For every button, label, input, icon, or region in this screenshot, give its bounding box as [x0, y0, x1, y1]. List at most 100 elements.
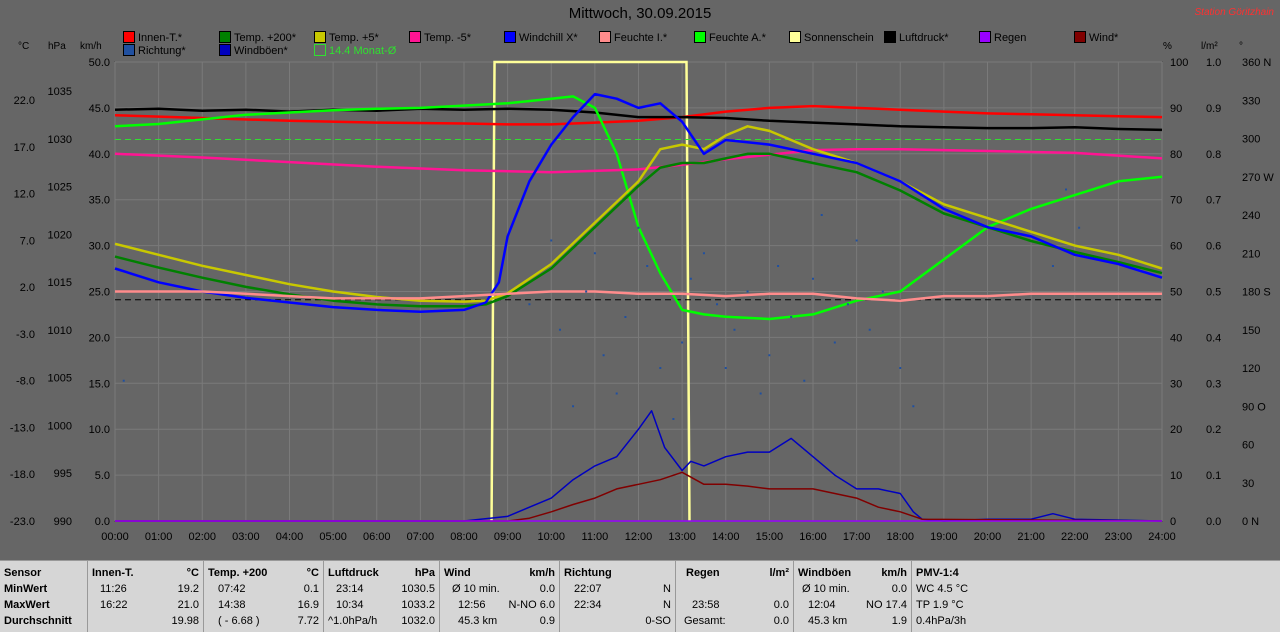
- direction-point: [593, 252, 596, 255]
- direction-point: [702, 252, 705, 255]
- rain-tick-label: 0.3: [1206, 378, 1221, 390]
- x-tick-label: 14:00: [712, 531, 740, 543]
- stats-windboeen-max-time: 12:04: [808, 599, 836, 611]
- stats-wind-max-time: 12:56: [458, 599, 486, 611]
- stats-pmv: PMV-1:4 WC 4.5 °C TP 1.9 °C 0.4hPa/3h: [912, 561, 1280, 632]
- stats-luftdruck-min-value: 1030.5: [401, 583, 435, 595]
- direction-point: [724, 367, 727, 369]
- stats-innen: Innen-T. °C 11:26 19.2 16:22 21.0 19.98: [88, 561, 204, 632]
- legend-label: Windchill X*: [519, 32, 578, 44]
- direction-point: [602, 354, 605, 357]
- stats-wind-title: Wind: [444, 567, 471, 579]
- direction-point: [122, 379, 125, 382]
- legend-label: Regen: [994, 32, 1027, 44]
- x-tick-label: 18:00: [886, 531, 914, 543]
- legend-label: Richtung*: [138, 45, 186, 57]
- stats-innen-min-time: 11:26: [100, 583, 127, 595]
- pressure-tick-label: 1005: [48, 373, 72, 385]
- stats-innen-title: Innen-T.: [92, 567, 134, 579]
- unit-degree: °: [1239, 41, 1243, 52]
- direction-point: [881, 290, 884, 293]
- legend-label: Feuchte I.*: [614, 32, 668, 44]
- wind-tick-label: 50.0: [89, 57, 110, 69]
- x-tick-label: 13:00: [668, 531, 696, 543]
- stats-luftdruck: Luftdruck hPa 23:14 1030.5 10:34 1033.2 ^1.…: [324, 561, 440, 632]
- direction-point: [572, 405, 575, 408]
- temp-tick-label: 22.0: [14, 95, 35, 107]
- x-tick-label: 24:00: [1148, 531, 1176, 543]
- station-name: Station Göritzhain: [1194, 7, 1275, 18]
- direction-point: [528, 303, 531, 306]
- legend-item-12: Windböen*: [219, 44, 288, 57]
- direction-point: [803, 379, 806, 382]
- temp-tick-label: -8.0: [16, 376, 35, 388]
- direction-tick-label: 270 W: [1242, 172, 1274, 184]
- stats-temp200-avg-value: 7.72: [297, 615, 319, 627]
- stats-luftdruck-max-value: 1033.2: [401, 599, 435, 611]
- legend-item-1: Temp. +200*: [219, 31, 296, 44]
- wind-tick-label: 30.0: [89, 241, 110, 253]
- stats-innen-unit: °C: [186, 567, 199, 579]
- x-tick-label: 09:00: [494, 531, 522, 543]
- x-tick-label: 17:00: [843, 531, 871, 543]
- stats-luftdruck-max-time: 10:34: [336, 599, 364, 611]
- x-tick-label: 06:00: [363, 531, 391, 543]
- stats-richtung-max-value: N: [663, 599, 671, 611]
- direction-point: [1078, 226, 1081, 229]
- stats-windboeen-avg-value: 1.9: [891, 615, 907, 627]
- direction-tick-label: 210: [1242, 248, 1260, 260]
- stats-windboeen: Windböen km/h Ø 10 min. 0.0 12:04 NO 17.4 4…: [794, 561, 912, 632]
- direction-point: [646, 265, 649, 267]
- stats-luftdruck-min-time: 23:14: [336, 583, 364, 595]
- direction-point: [846, 303, 849, 306]
- unit-lm2: l/m²: [1201, 41, 1218, 52]
- direction-point: [759, 392, 762, 395]
- stats-regen-title: Regen: [686, 567, 720, 579]
- legend-swatch: [979, 31, 991, 43]
- x-tick-label: 20:00: [974, 531, 1002, 543]
- stats-windboeen-title: Windböen: [798, 567, 852, 579]
- rain-tick-label: 0.2: [1206, 424, 1221, 436]
- direction-point: [1051, 265, 1054, 267]
- x-tick-label: 21:00: [1017, 531, 1045, 543]
- stats-temp200-trend: ( - 6.68 ): [218, 615, 260, 627]
- humidity-tick-label: 40: [1170, 332, 1182, 344]
- unit-percent: %: [1163, 41, 1172, 52]
- temp-tick-label: 12.0: [14, 189, 35, 201]
- humidity-tick-label: 100: [1170, 57, 1188, 69]
- stats-temp200-unit: °C: [306, 567, 319, 579]
- stats-luftdruck-unit: hPa: [414, 567, 435, 579]
- legend-swatch: [884, 31, 896, 43]
- direction-point: [672, 418, 675, 420]
- x-tick-label: 08:00: [450, 531, 478, 543]
- x-tick-label: 04:00: [276, 531, 304, 543]
- legend-item-13: 14.4 Monat-Ø: [314, 44, 396, 57]
- legend-swatch: [219, 31, 231, 43]
- pressure-tick-label: 1000: [48, 420, 72, 432]
- wind-tick-label: 25.0: [89, 287, 110, 299]
- rain-tick-label: 0.1: [1206, 470, 1221, 482]
- legend-item-2: Temp. +5*: [314, 31, 379, 44]
- direction-point: [659, 367, 662, 369]
- stats-pmv-pressure-trend: 0.4hPa/3h: [916, 615, 967, 627]
- humidity-tick-label: 70: [1170, 195, 1182, 207]
- pressure-tick-label: 990: [54, 516, 72, 528]
- direction-point: [912, 405, 915, 408]
- rain-tick-label: 0.0: [1206, 516, 1221, 528]
- stats-luftdruck-avg-value: 1032.0: [401, 615, 435, 627]
- stats-windboeen-max-value: NO 17.4: [866, 599, 907, 611]
- direction-point: [681, 341, 684, 344]
- wind-tick-label: 35.0: [89, 195, 110, 207]
- legend-swatch: [789, 31, 801, 43]
- x-tick-label: 05:00: [319, 531, 347, 543]
- rain-tick-label: 0.4: [1206, 332, 1221, 344]
- direction-tick-label: 180 S: [1242, 287, 1271, 299]
- stats-windboeen-min-value: 0.0: [891, 583, 907, 595]
- legend-label: Temp. +200*: [234, 32, 297, 44]
- series-line-7: [115, 290, 1162, 302]
- wind-tick-label: 0.0: [95, 516, 110, 528]
- pressure-tick-label: 1030: [48, 134, 72, 146]
- x-tick-label: 23:00: [1105, 531, 1133, 543]
- direction-point: [558, 328, 561, 331]
- rain-tick-label: 0.6: [1206, 241, 1221, 253]
